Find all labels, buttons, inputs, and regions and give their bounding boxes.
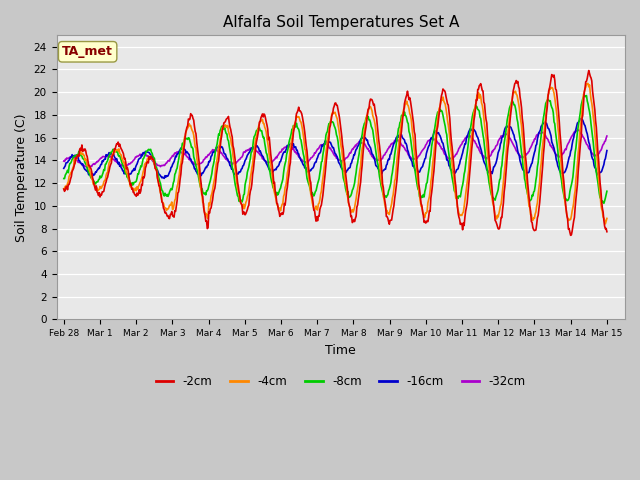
Y-axis label: Soil Temperature (C): Soil Temperature (C)	[15, 113, 28, 241]
Title: Alfalfa Soil Temperatures Set A: Alfalfa Soil Temperatures Set A	[223, 15, 459, 30]
X-axis label: Time: Time	[325, 344, 356, 357]
Text: TA_met: TA_met	[62, 45, 113, 58]
Legend: -2cm, -4cm, -8cm, -16cm, -32cm: -2cm, -4cm, -8cm, -16cm, -32cm	[151, 371, 531, 393]
